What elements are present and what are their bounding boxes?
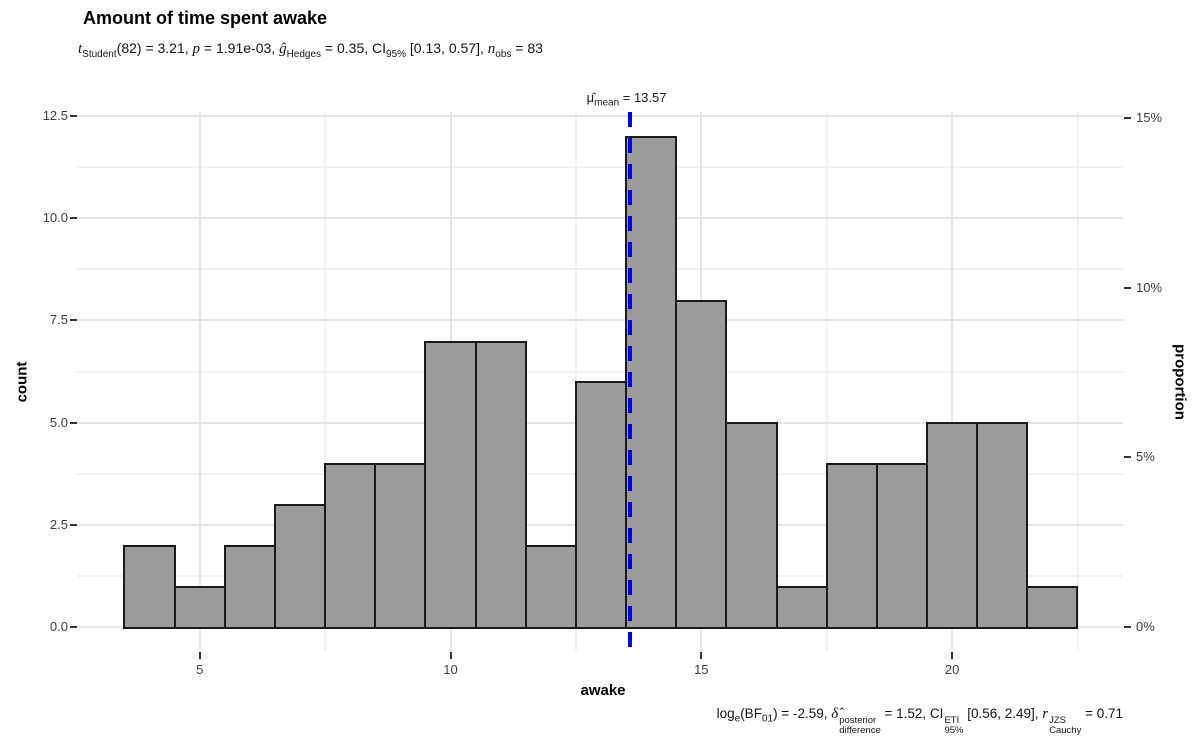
plot-title: Amount of time spent awake <box>83 8 328 28</box>
y-tick-label-right: 15% <box>1136 109 1163 125</box>
histogram-bar <box>1026 586 1079 629</box>
y-axis-tick-left <box>70 626 77 629</box>
x-axis-tick <box>700 652 703 659</box>
histogram-bar <box>675 300 728 629</box>
y-axis-tick-left <box>70 217 77 220</box>
gridline-y-major <box>77 114 1123 117</box>
y-tick-label-right: 5% <box>1136 449 1155 465</box>
histogram-bar <box>775 586 828 629</box>
gridline-x-major <box>198 112 201 651</box>
histogram-bar <box>926 422 979 629</box>
gridline-x-major <box>951 112 954 651</box>
histogram-bar <box>374 463 427 629</box>
histogram-bar <box>173 586 226 629</box>
y-axis-tick-left <box>70 114 77 117</box>
histogram-bar <box>524 545 577 629</box>
histogram-bar <box>123 545 176 629</box>
y-tick-label-left: 7.5 <box>49 312 68 328</box>
y-tick-label-left: 2.5 <box>49 517 68 532</box>
x-axis-title: awake <box>580 682 626 699</box>
gridline-x-minor <box>1076 112 1079 651</box>
plot-panel <box>77 112 1123 651</box>
mean-line <box>627 112 632 648</box>
histogram-bar <box>474 341 527 629</box>
histogram-bar <box>875 463 929 629</box>
gridline-y-minor <box>77 165 1123 168</box>
y-axis-title-left: count <box>13 361 31 402</box>
gridline-y-major <box>77 217 1123 220</box>
mean-annotation-label: μ̂mean = 13.57 <box>586 90 667 109</box>
histogram-bar <box>625 136 678 629</box>
gridline-y-major <box>77 319 1123 322</box>
y-tick-label-left: 0.0 <box>49 619 68 635</box>
y-axis-title-right: proportion <box>1171 343 1189 420</box>
plot-subtitle-statistics: tStudent(82) = 3.21, p = 1.91e-03, ĝHed… <box>78 40 543 60</box>
histogram-bar <box>825 463 878 629</box>
histogram-bar <box>725 422 778 629</box>
x-tick-label: 10 <box>443 662 458 677</box>
y-tick-label-right: 10% <box>1136 279 1163 295</box>
y-axis-tick-left <box>70 319 77 322</box>
y-tick-label-left: 5.0 <box>49 414 68 430</box>
y-axis-tick-left <box>70 524 77 526</box>
histogram-bar <box>324 463 377 629</box>
y-tick-label-left: 10.0 <box>42 210 68 226</box>
x-tick-label: 15 <box>694 662 709 677</box>
y-tick-label-left: 12.5 <box>42 107 68 123</box>
histogram-bar <box>574 381 628 629</box>
histogram-bar <box>223 545 276 629</box>
gridline-y-minor <box>77 268 1123 271</box>
y-axis-tick-right <box>1124 626 1131 629</box>
x-axis-tick <box>449 652 452 659</box>
bayes-factor-caption: loge(BF01) = -2.59, δ̂ posterior differenc… <box>716 706 1123 736</box>
x-axis-tick <box>198 652 201 659</box>
histogram-bar <box>976 422 1029 629</box>
gridline-x-minor <box>825 112 828 651</box>
histogram-bar <box>424 341 477 629</box>
y-axis-tick-right <box>1124 116 1131 119</box>
y-tick-label-right: 0% <box>1136 619 1155 635</box>
x-tick-label: 20 <box>944 662 960 677</box>
x-axis-tick <box>951 652 954 659</box>
y-axis-tick-right <box>1124 286 1131 289</box>
y-axis-tick-left <box>70 421 77 424</box>
x-tick-label: 5 <box>196 662 204 677</box>
histogram-bar <box>273 504 327 629</box>
y-axis-tick-right <box>1124 456 1131 459</box>
gridline-y-minor <box>77 370 1123 373</box>
gridline-x-minor <box>324 112 327 651</box>
